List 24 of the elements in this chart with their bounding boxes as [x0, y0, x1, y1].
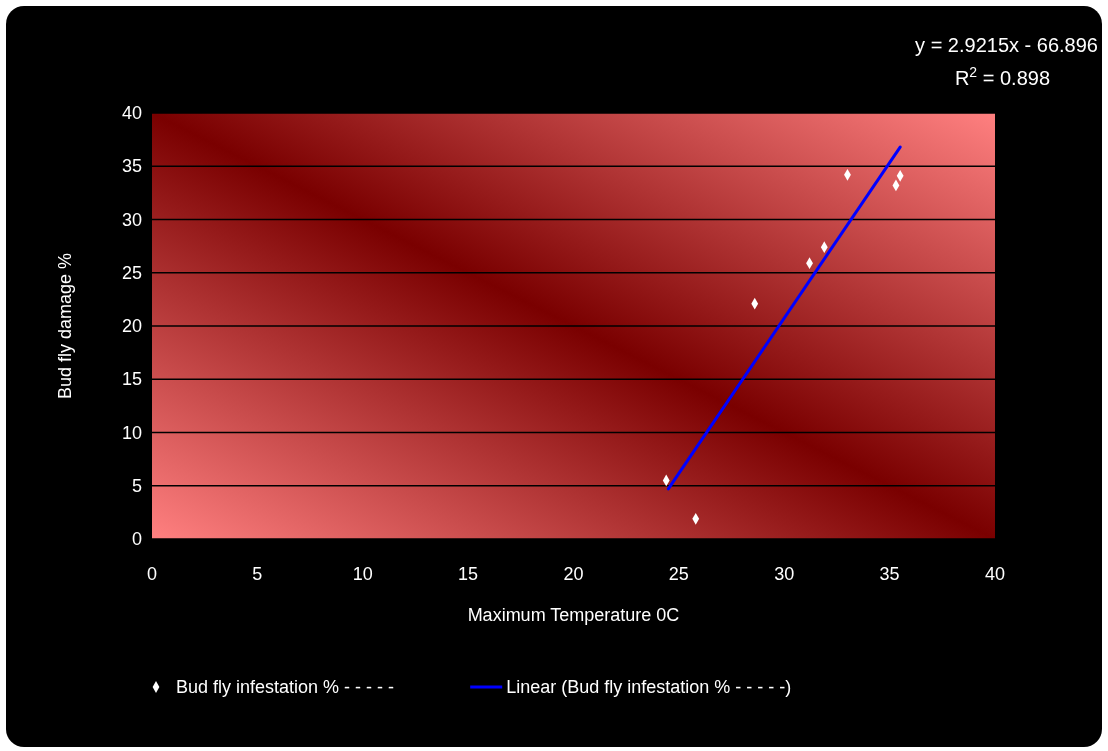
y-tick-label: 35 — [121, 156, 142, 177]
legend-label: Bud fly infestation % - - - - - — [176, 677, 395, 697]
x-tick-label: 20 — [563, 564, 584, 584]
text: y = 2.9215x - 66.896 — [915, 34, 1098, 56]
x-tick-label: 5 — [252, 564, 263, 584]
x-axis-title: Maximum Temperature 0C — [467, 605, 680, 625]
y-tick-label: 40 — [121, 103, 142, 123]
legend-label: Linear (Bud fly infestation % - - - - -) — [506, 677, 792, 697]
y-tick-label: 0 — [131, 529, 142, 549]
x-tick-label: 0 — [146, 564, 158, 584]
x-tick-label: 40 — [984, 564, 1006, 584]
x-tick-label: 25 — [668, 564, 689, 584]
text: R$^{2}$ = 0.898 — [954, 64, 1050, 89]
y-axis-title: Bud fly damage % — [55, 252, 75, 400]
y-tick-label: 15 — [121, 369, 142, 390]
x-tick-label: 30 — [774, 564, 795, 584]
y-tick-label: 5 — [131, 475, 142, 496]
y-tick-label: 20 — [121, 316, 142, 336]
y-tick-label: 10 — [121, 422, 142, 443]
x-tick-label: 35 — [879, 564, 900, 584]
y-tick-label: 25 — [121, 262, 142, 283]
y-tick-label: 30 — [121, 209, 142, 230]
x-tick-label: 10 — [352, 564, 373, 584]
x-tick-label: 15 — [458, 564, 479, 584]
